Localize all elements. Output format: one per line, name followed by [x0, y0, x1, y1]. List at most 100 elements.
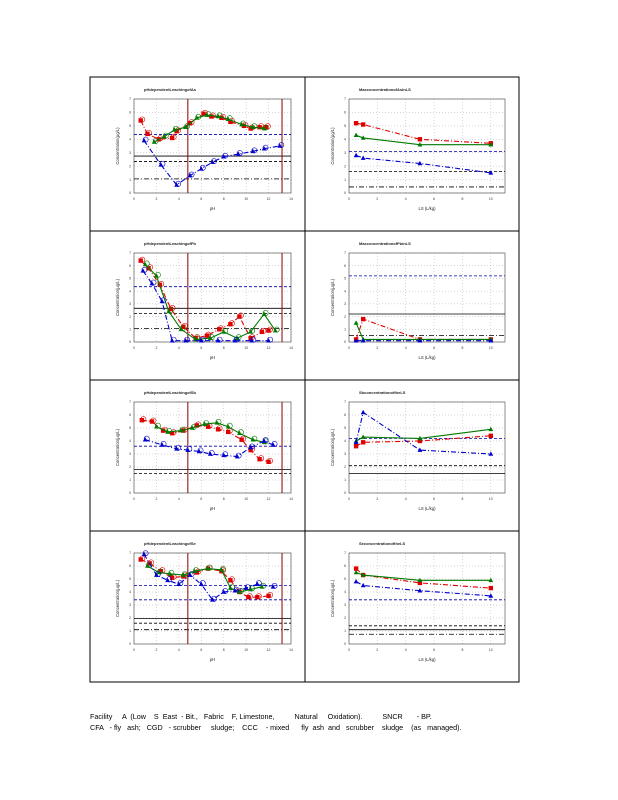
replicate-point-blue: [271, 582, 278, 589]
data-point-red: [257, 457, 262, 462]
replicate-point-red: [255, 593, 262, 600]
y-tick-label: 0: [129, 491, 131, 495]
x-tick-label: 4: [405, 497, 407, 501]
replicate-point-red: [170, 429, 177, 436]
data-point-red: [145, 131, 150, 137]
replicate-point-blue: [199, 336, 206, 343]
data-point-red: [266, 459, 271, 464]
series-line-blue: [143, 554, 274, 601]
x-tick-label: 10: [244, 197, 248, 201]
panel-frame: [89, 230, 306, 381]
data-point-green: [161, 134, 167, 139]
data-point-blue: [207, 451, 213, 456]
y-tick-label: 4: [129, 439, 131, 443]
data-point-blue: [417, 160, 423, 166]
replicate-point-green: [226, 422, 233, 429]
data-point-blue: [417, 338, 423, 343]
data-point-blue: [221, 589, 227, 594]
x-tick-label: 2: [376, 497, 378, 501]
chart-panel-1: 0 2 4 6 8 10 12 1401234567pHdependentLeachingof…: [89, 76, 306, 232]
data-point-green: [221, 329, 227, 334]
data-point-green: [261, 311, 267, 316]
data-point-blue: [141, 551, 147, 557]
data-point-blue: [196, 448, 202, 454]
replicate-point-red: [139, 256, 146, 263]
y-tick-label: 3: [344, 151, 346, 155]
data-point-red: [194, 423, 199, 428]
replicate-point-red: [146, 130, 152, 136]
x-tick-label: 2: [155, 497, 157, 501]
replicate-point-blue: [233, 336, 240, 343]
y-tick-label: 5: [344, 124, 346, 128]
data-point-blue: [142, 437, 148, 442]
data-point-red: [246, 595, 251, 600]
plot-area: [348, 401, 506, 494]
series-line-green: [355, 571, 491, 581]
x-axis-label: LS (L/kg): [419, 355, 437, 360]
replicate-point-blue: [278, 142, 285, 148]
replicate-point-blue: [141, 266, 148, 273]
data-point-blue: [174, 182, 180, 187]
data-point-green: [353, 320, 359, 325]
x-axis-label: pH: [210, 206, 215, 211]
replicate-point-red: [217, 325, 224, 332]
x-tick-label: 0: [133, 346, 135, 350]
x-tick-label: 10: [489, 648, 493, 652]
data-point-red: [239, 437, 244, 442]
x-tick-label: 6: [433, 497, 435, 501]
data-point-green: [259, 584, 265, 589]
replicate-point-blue: [155, 571, 161, 577]
x-tick-label: 12: [267, 197, 271, 201]
x-tick-label: 10: [489, 497, 493, 501]
data-point-green: [417, 435, 423, 441]
x-axis-label: pH: [210, 657, 215, 662]
data-point-green: [488, 577, 494, 583]
replicate-point-green: [195, 113, 202, 120]
series-line-green: [355, 134, 491, 146]
data-point-green: [248, 329, 254, 334]
data-point-blue: [243, 585, 249, 590]
x-tick-label: 0: [133, 497, 135, 501]
replicate-point-red: [258, 455, 264, 462]
y-tick-label: 6: [129, 264, 131, 268]
y-tick-label: 5: [344, 277, 346, 281]
y-tick-label: 0: [129, 642, 131, 646]
data-point-blue: [187, 572, 193, 577]
replicate-point-blue: [222, 588, 229, 594]
data-point-red: [181, 324, 186, 329]
replicate-point-blue: [150, 279, 157, 286]
data-point-blue: [360, 582, 366, 588]
x-tick-label: 10: [244, 648, 248, 652]
y-tick-label: 6: [344, 264, 346, 268]
x-tick-label: 4: [178, 346, 180, 350]
data-point-blue: [417, 447, 423, 452]
data-point-green: [166, 308, 172, 314]
data-point-blue: [187, 172, 193, 178]
data-point-red: [169, 135, 175, 141]
replicate-point-blue: [170, 336, 177, 343]
series-line-green: [156, 422, 265, 443]
y-tick-label: 0: [344, 642, 346, 646]
y-tick-label: 4: [344, 439, 346, 443]
data-point-green: [194, 115, 200, 120]
x-tick-label: 8: [223, 197, 225, 201]
y-tick-label: 1: [344, 178, 346, 182]
data-point-blue: [221, 154, 227, 159]
replicate-point-green: [226, 115, 233, 122]
x-tick-label: 6: [433, 197, 435, 201]
data-point-blue: [261, 146, 267, 151]
replicate-point-blue: [244, 584, 251, 590]
chart-panel-7: 0 2 4 6 8 10 12 1401234567pHdependentLeachingof…: [89, 530, 306, 683]
y-axis-label: Concentration(µg/L): [115, 127, 120, 165]
data-point-red: [205, 424, 211, 429]
replicate-point-green: [146, 562, 152, 568]
data-point-blue: [249, 338, 255, 343]
y-tick-label: 3: [129, 452, 131, 456]
series-line-green: [355, 322, 491, 341]
replicate-point-blue: [177, 580, 184, 587]
replicate-point-blue: [222, 451, 229, 458]
x-tick-label: 8: [223, 648, 225, 652]
replicate-point-blue: [267, 336, 273, 343]
replicate-point-blue: [159, 160, 166, 167]
